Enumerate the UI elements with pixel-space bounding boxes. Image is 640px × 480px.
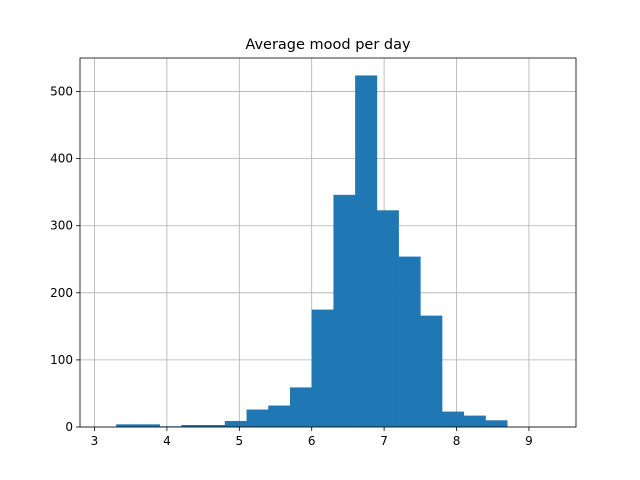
x-tick-label: 7 bbox=[380, 434, 388, 448]
x-tick-label: 4 bbox=[163, 434, 171, 448]
bar-layer bbox=[116, 75, 508, 427]
tick-layer: 3 4 5 6 7 8 9 0 100 200 300 400 500 bbox=[50, 85, 533, 448]
histogram-bar bbox=[355, 75, 378, 427]
y-tick-label: 500 bbox=[50, 85, 73, 99]
y-tick-label: 300 bbox=[50, 219, 73, 233]
histogram-bar bbox=[463, 415, 486, 427]
histogram-bar bbox=[398, 256, 421, 427]
histogram-bar bbox=[246, 409, 269, 427]
y-tick-label: 0 bbox=[65, 420, 73, 434]
x-tick-label: 3 bbox=[91, 434, 99, 448]
x-tick-label: 8 bbox=[453, 434, 461, 448]
y-tick-label: 100 bbox=[50, 353, 73, 367]
y-tick-label: 200 bbox=[50, 286, 73, 300]
histogram-bar bbox=[203, 424, 226, 427]
x-tick-label: 6 bbox=[308, 434, 316, 448]
histogram-bar bbox=[333, 194, 356, 427]
histogram-bar bbox=[137, 424, 160, 427]
x-tick-label: 5 bbox=[235, 434, 243, 448]
y-tick-label: 400 bbox=[50, 152, 73, 166]
histogram-bar bbox=[485, 420, 508, 427]
histogram-bar bbox=[420, 315, 443, 427]
histogram-bar bbox=[376, 210, 399, 427]
histogram-bar bbox=[181, 424, 204, 427]
histogram-bar bbox=[289, 387, 313, 427]
histogram-bar bbox=[442, 411, 465, 427]
x-tick-label: 9 bbox=[525, 434, 533, 448]
histogram-bar bbox=[224, 420, 247, 427]
axes-frame bbox=[79, 57, 577, 428]
histogram-bar bbox=[311, 309, 334, 427]
chart-title: Average mood per day bbox=[245, 37, 411, 53]
histogram-bar bbox=[268, 405, 291, 427]
histogram-bar bbox=[116, 424, 139, 427]
